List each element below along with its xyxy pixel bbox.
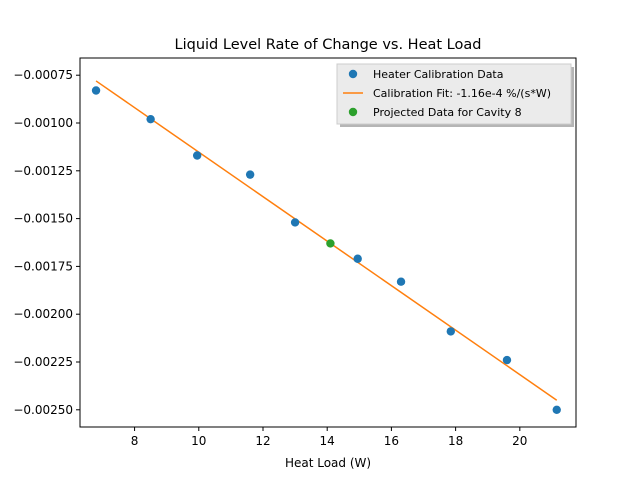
y-axis: −0.00075 −0.00100 −0.00125 −0.00150 −0.00175… bbox=[13, 68, 80, 417]
y-tick-label: −0.00225 bbox=[13, 355, 73, 369]
y-tick-label: −0.00250 bbox=[13, 403, 73, 417]
x-tick-label: 10 bbox=[191, 434, 206, 448]
projected-data-point bbox=[326, 239, 335, 248]
y-tick-label: −0.00150 bbox=[13, 212, 73, 226]
legend-entry-label: Calibration Fit: -1.16e-4 %/(s*W) bbox=[373, 87, 551, 100]
calibration-data-point bbox=[396, 277, 406, 286]
y-tick-label: −0.00125 bbox=[13, 164, 73, 178]
x-tick-label: 14 bbox=[320, 434, 335, 448]
legend-point-marker bbox=[348, 69, 358, 79]
plot-area bbox=[79, 57, 577, 428]
legend-box bbox=[336, 63, 572, 125]
x-tick-label: 20 bbox=[512, 434, 527, 448]
legend-entry-label: Projected Data for Cavity 8 bbox=[373, 106, 522, 119]
calibration-data-point bbox=[245, 170, 255, 179]
x-tick-label: 12 bbox=[255, 434, 270, 448]
calibration-data-point bbox=[446, 327, 455, 336]
x-tick-label: 16 bbox=[384, 434, 399, 448]
x-tick-label: 8 bbox=[131, 434, 139, 448]
y-tick-label: −0.00075 bbox=[13, 68, 73, 82]
chart-title: Liquid Level Rate of Change vs. Heat Loa… bbox=[175, 37, 482, 53]
legend-entry-label: Heater Calibration Data bbox=[373, 68, 504, 81]
x-axis-label: Heat Load (W) bbox=[285, 456, 371, 470]
calibration-data-point bbox=[146, 114, 155, 124]
calibration-data-point bbox=[552, 405, 561, 414]
y-tick-label: −0.00100 bbox=[13, 116, 73, 130]
legend: Heater Calibration Data Calibration Fit: … bbox=[336, 63, 574, 127]
calibration-data-point bbox=[502, 355, 512, 365]
y-tick-label: −0.00200 bbox=[13, 307, 73, 321]
calibration-data-point bbox=[353, 254, 362, 263]
plot-series bbox=[91, 80, 561, 414]
calibration-data-point bbox=[91, 86, 101, 95]
calibration-fit-line bbox=[95, 80, 558, 401]
calibration-data-point bbox=[192, 151, 202, 160]
calibration-data-point bbox=[290, 218, 300, 227]
x-axis: 8 10 12 14 16 18 20 bbox=[131, 427, 527, 448]
legend-point-marker bbox=[348, 107, 358, 117]
x-tick-label: 18 bbox=[448, 434, 463, 448]
y-tick-label: −0.00175 bbox=[13, 259, 73, 273]
